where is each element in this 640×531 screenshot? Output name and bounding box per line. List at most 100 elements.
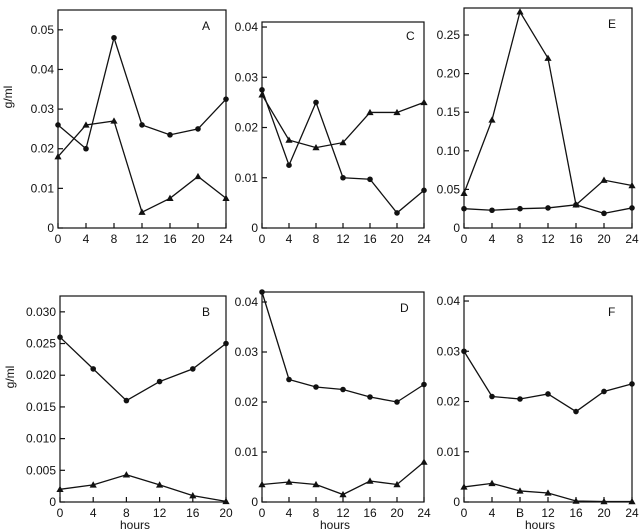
y-tick-label: 0.020: [26, 368, 56, 382]
y-tick-label: 0: [49, 495, 56, 509]
y-tick-label: 0.02: [31, 142, 55, 156]
plot-frame: [463, 295, 633, 503]
triangle-point: [544, 54, 552, 61]
panel-a: 0 4 8 12 16 20 24 0 0.01 0.02 0.03 0.04 0.05 Ag/ml: [1, 9, 233, 246]
y-tick-label: 0.10: [437, 144, 461, 158]
x-tick-label: 8: [313, 506, 320, 520]
x-tick-label: 24: [417, 506, 431, 520]
x-tick-label: 8: [517, 232, 524, 246]
y-tick-label: 0.03: [31, 102, 55, 116]
y-tick-label: 0.025: [26, 337, 56, 351]
circle-point: [517, 396, 523, 402]
x-tick-label: 12: [135, 232, 149, 246]
triangle-point: [89, 481, 97, 488]
triangle-point: [488, 116, 496, 123]
y-tick-label: 0.030: [26, 305, 56, 319]
x-axis-title: hours: [120, 518, 150, 531]
circle-point: [489, 207, 495, 214]
circle-point: [394, 399, 400, 405]
x-tick-label: 12: [541, 232, 555, 246]
x-tick-label: 8: [313, 232, 320, 246]
y-axis-title: g/ml: [1, 86, 15, 109]
x-tick-label: 0: [259, 506, 266, 520]
x-tick-label: 24: [417, 232, 431, 246]
x-tick-label: 16: [363, 232, 377, 246]
panel-letter: B: [202, 305, 210, 319]
triangle-point: [166, 194, 174, 201]
y-tick-label: 0.05: [437, 182, 461, 196]
triangle-point: [54, 153, 62, 160]
circle-series-line: [57, 35, 227, 150]
circle-point: [313, 99, 319, 106]
circle-point: [223, 340, 229, 347]
circle-point: [139, 122, 145, 128]
circle-point: [259, 289, 265, 295]
x-tick-label: 12: [153, 506, 167, 520]
x-tick-label: 0: [259, 232, 266, 246]
circle-point: [286, 376, 292, 383]
panel-letter: A: [202, 19, 210, 33]
circle-point: [545, 391, 551, 397]
panel-c: 0 4 8 12 16 20 24 0 0.01 0.02 0.03 0.04 C: [235, 20, 431, 246]
triangle-series-line: [261, 461, 425, 496]
circle-point: [190, 366, 196, 372]
circle-point: [340, 386, 346, 393]
circle-series-line: [59, 336, 227, 402]
circle-point: [394, 210, 400, 216]
triangle-point: [572, 201, 580, 208]
triangle-point: [339, 490, 347, 498]
x-tick-label: 16: [569, 232, 583, 246]
triangle-point: [628, 181, 636, 189]
x-axis-title: hours: [525, 518, 555, 531]
circle-point: [367, 176, 373, 183]
triangle-series-line: [59, 474, 227, 503]
x-tick-label: 4: [83, 232, 90, 246]
circle-point: [340, 174, 346, 181]
circle-point: [83, 145, 89, 152]
triangle-series-line: [57, 120, 227, 214]
triangle-point: [393, 480, 401, 488]
triangle-point: [516, 8, 524, 15]
y-tick-label: 0: [453, 221, 460, 235]
triangle-point: [285, 136, 293, 143]
y-tick-label: 0: [47, 221, 54, 235]
y-tick-label: 0.02: [235, 395, 259, 409]
y-tick-label: 0.010: [26, 432, 56, 446]
circle-point: [223, 96, 229, 102]
x-tick-label: 8: [111, 232, 118, 246]
y-tick-label: 0.005: [26, 463, 56, 477]
panel-e: 0 4 8 12 16 20 24 0 0.05 0.10 0.15 0.20 0.25 E: [437, 7, 639, 246]
circle-series-line: [463, 350, 633, 413]
circle-series-line: [261, 89, 425, 214]
y-tick-label: 0: [251, 221, 258, 235]
x-tick-label: B: [516, 506, 524, 520]
plot-frame: [59, 295, 227, 503]
triangle-point: [366, 108, 374, 116]
triangle-point: [460, 483, 468, 490]
x-tick-label: 4: [489, 232, 496, 246]
triangle-point: [222, 497, 230, 505]
panel-letter: D: [400, 301, 409, 315]
y-tick-label: 0.04: [31, 62, 55, 76]
circle-point: [461, 348, 467, 355]
triangle-point: [82, 121, 90, 128]
triangle-point: [339, 138, 347, 146]
triangle-point: [600, 176, 608, 183]
triangle-point: [156, 481, 164, 488]
triangle-point: [122, 471, 130, 478]
plot-frame: [57, 9, 227, 229]
triangle-point: [572, 497, 580, 504]
plot-frame: [261, 21, 425, 229]
x-tick-label: 16: [186, 506, 200, 520]
triangle-point: [544, 489, 552, 496]
x-tick-label: 12: [336, 506, 350, 520]
triangle-point: [312, 144, 320, 151]
triangle-point: [312, 480, 320, 488]
panel-letter: F: [608, 305, 615, 319]
circle-point: [123, 397, 130, 404]
x-tick-label: 24: [625, 506, 639, 520]
circle-point: [601, 210, 607, 217]
x-tick-label: 16: [569, 506, 583, 520]
triangle-point: [460, 189, 468, 196]
